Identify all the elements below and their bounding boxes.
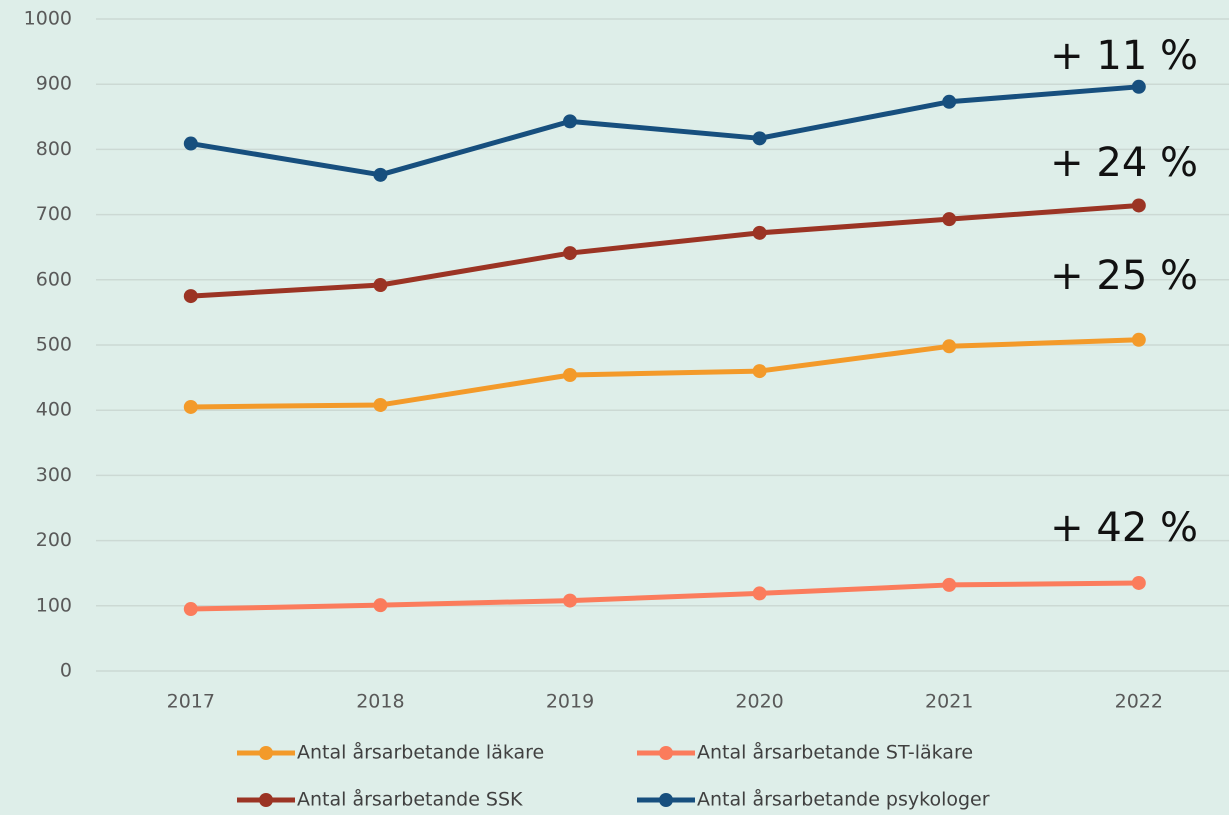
legend-label: Antal årsarbetande SSK xyxy=(297,788,523,811)
point xyxy=(183,399,198,414)
y-tick-label: 700 xyxy=(36,203,72,225)
point xyxy=(942,339,957,354)
legend-marker xyxy=(659,793,673,807)
legend-label: Antal årsarbetande ST-läkare xyxy=(697,741,973,764)
x-tick-label: 2022 xyxy=(1115,691,1163,713)
point xyxy=(752,586,767,601)
legend-label: Antal årsarbetande läkare xyxy=(297,741,544,764)
y-tick-label: 800 xyxy=(36,138,72,160)
y-tick-label: 1000 xyxy=(24,8,72,30)
point xyxy=(942,577,957,592)
point xyxy=(183,602,198,617)
y-tick-label: 500 xyxy=(36,334,72,356)
y-tick-label: 200 xyxy=(36,529,72,551)
line xyxy=(190,580,1139,612)
annotation: + 42 % xyxy=(1050,505,1198,551)
point xyxy=(373,278,388,293)
point xyxy=(373,167,388,182)
line xyxy=(190,84,1139,178)
point xyxy=(752,131,767,146)
legend-marker xyxy=(659,746,673,760)
y-tick-label: 400 xyxy=(36,399,72,421)
y-tick-label: 900 xyxy=(36,73,72,95)
point xyxy=(183,289,198,304)
annotation: + 24 % xyxy=(1050,140,1198,186)
annotation: + 11 % xyxy=(1050,33,1198,79)
y-tick-label: 600 xyxy=(36,268,72,290)
point xyxy=(752,225,767,240)
y-tick-label: 0 xyxy=(60,660,72,682)
legend-marker xyxy=(259,746,273,760)
point xyxy=(563,367,577,382)
point xyxy=(563,114,577,129)
legend-label: Antal årsarbetande psykologer xyxy=(697,788,990,811)
y-tick-label: 300 xyxy=(36,464,72,486)
y-tick-label: 100 xyxy=(36,594,72,616)
x-tick-label: 2017 xyxy=(167,691,215,713)
x-tick-label: 2019 xyxy=(546,691,594,713)
point xyxy=(563,246,577,261)
x-tick-label: 2021 xyxy=(925,691,973,713)
point xyxy=(373,397,388,412)
point xyxy=(563,593,577,608)
x-tick-label: 2018 xyxy=(356,691,404,713)
point xyxy=(1131,198,1146,213)
point xyxy=(942,212,957,227)
point xyxy=(942,94,957,109)
line xyxy=(190,337,1139,410)
point xyxy=(752,364,767,379)
point xyxy=(373,598,388,613)
annotation: + 25 % xyxy=(1050,253,1198,299)
legend-marker xyxy=(259,793,273,807)
point xyxy=(1131,332,1146,347)
point xyxy=(183,136,198,151)
point xyxy=(1131,79,1146,94)
x-tick-label: 2020 xyxy=(735,691,783,713)
point xyxy=(1131,575,1146,590)
line xyxy=(190,202,1139,299)
